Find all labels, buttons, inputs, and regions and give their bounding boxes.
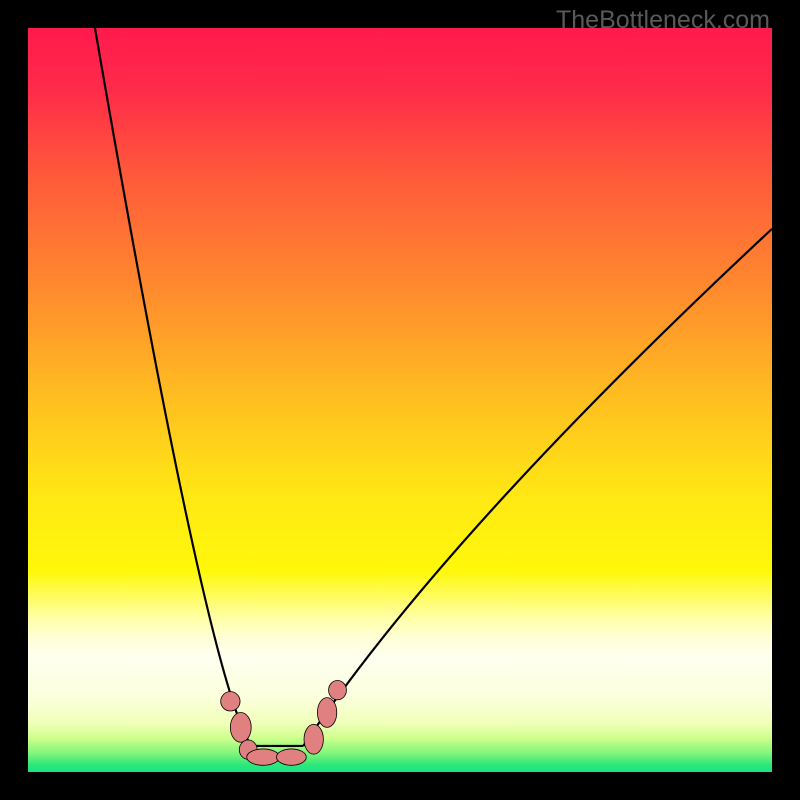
watermark-text: TheBottleneck.com	[556, 6, 770, 35]
curve-marker	[221, 692, 240, 711]
marker-group	[221, 680, 347, 765]
plot-area	[28, 28, 772, 772]
bottleneck-curve-right	[303, 229, 772, 746]
curve-marker	[247, 749, 280, 765]
curve-marker	[230, 712, 251, 742]
curve-marker	[329, 680, 347, 699]
curve-marker	[277, 749, 307, 765]
curve-layer	[28, 28, 772, 772]
curve-marker	[304, 724, 323, 754]
bottleneck-curve-left	[95, 28, 251, 746]
figure-root: TheBottleneck.com	[0, 0, 800, 800]
curve-marker	[317, 698, 336, 728]
